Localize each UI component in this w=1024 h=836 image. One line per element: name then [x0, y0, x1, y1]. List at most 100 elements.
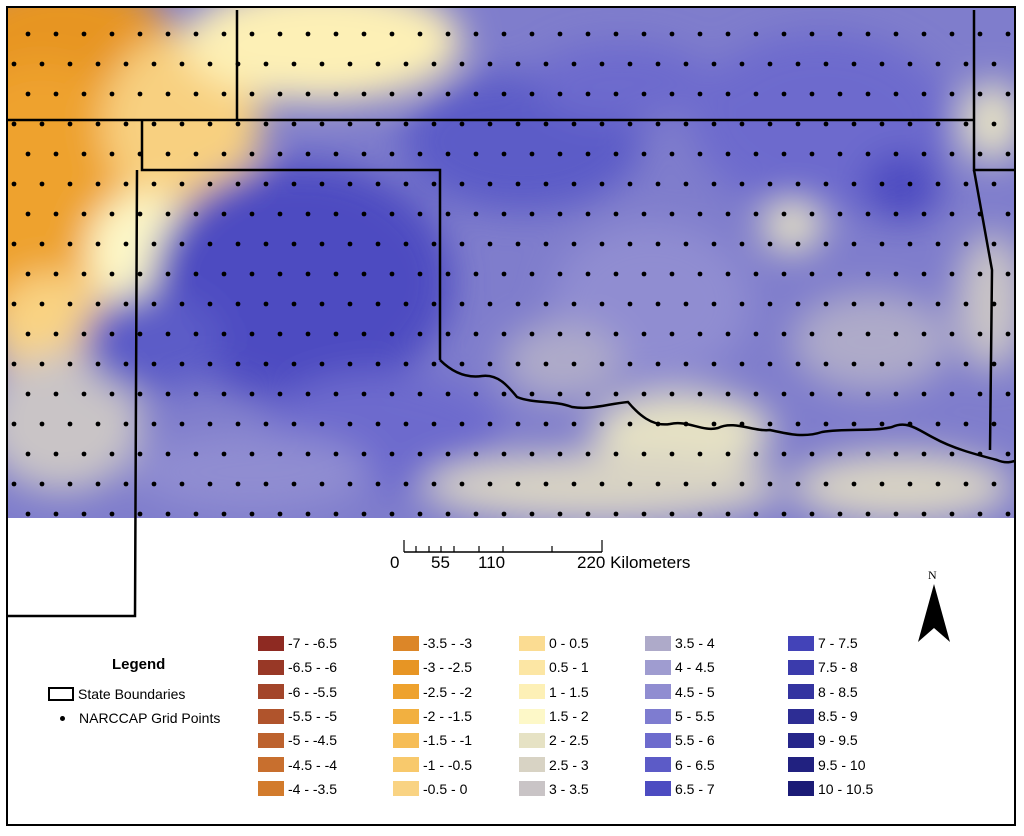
grid-point — [501, 391, 507, 397]
grid-point — [879, 121, 885, 127]
class-item: 8 - 8.5 — [788, 680, 873, 704]
class-label: 1 - 1.5 — [549, 683, 589, 700]
class-swatch — [519, 635, 545, 651]
grid-point — [557, 31, 563, 37]
grid-point — [151, 181, 157, 187]
grid-point — [235, 421, 241, 427]
grid-point — [249, 151, 255, 157]
grid-point — [697, 451, 703, 457]
grid-point — [837, 331, 843, 337]
grid-point — [459, 181, 465, 187]
grid-point — [767, 361, 773, 367]
grid-point — [599, 181, 605, 187]
class-label: -4 - -3.5 — [288, 780, 338, 797]
class-item: 9 - 9.5 — [788, 728, 873, 752]
grid-point — [11, 121, 17, 127]
grid-point — [123, 121, 129, 127]
class-swatch — [788, 684, 814, 700]
grid-point — [655, 481, 661, 487]
grid-point — [767, 481, 773, 487]
grid-point — [991, 121, 997, 127]
grid-point — [67, 241, 73, 247]
grid-point — [501, 31, 507, 37]
grid-point — [431, 421, 437, 427]
class-swatch — [645, 659, 671, 675]
grid-point — [291, 421, 297, 427]
grid-point — [963, 241, 969, 247]
grid-point — [305, 31, 311, 37]
grid-point — [711, 361, 717, 367]
grid-point — [585, 391, 591, 397]
grid-point — [935, 241, 941, 247]
grid-point — [39, 361, 45, 367]
class-item: -6 - -5.5 — [258, 680, 337, 704]
grid-point — [291, 361, 297, 367]
grid-point — [501, 151, 507, 157]
grid-point — [39, 61, 45, 67]
grid-point — [445, 211, 451, 217]
class-label: 9 - 9.5 — [818, 732, 858, 749]
grid-point — [487, 421, 493, 427]
grid-point — [613, 271, 619, 277]
class-swatch — [393, 684, 419, 700]
grid-point — [389, 511, 395, 517]
grid-point — [193, 151, 199, 157]
grid-point — [151, 481, 157, 487]
grid-point — [963, 181, 969, 187]
grid-point — [893, 91, 899, 97]
grid-point — [445, 331, 451, 337]
grid-point — [907, 481, 913, 487]
class-swatch — [519, 684, 545, 700]
grid-point — [893, 391, 899, 397]
grid-point — [123, 61, 129, 67]
grid-point — [109, 451, 115, 457]
grid-point — [893, 211, 899, 217]
grid-point — [263, 121, 269, 127]
grid-point — [1005, 31, 1011, 37]
grid-point — [319, 181, 325, 187]
grid-point — [907, 361, 913, 367]
grid-point — [795, 61, 801, 67]
grid-point — [165, 211, 171, 217]
grid-point — [375, 241, 381, 247]
grid-point — [473, 91, 479, 97]
grid-point — [865, 331, 871, 337]
grid-point — [165, 331, 171, 337]
grid-point — [53, 511, 59, 517]
grid-point — [795, 121, 801, 127]
class-swatch — [258, 708, 284, 724]
grid-point — [445, 451, 451, 457]
grid-point — [921, 31, 927, 37]
grid-point — [95, 121, 101, 127]
grid-point — [865, 391, 871, 397]
grid-point — [683, 241, 689, 247]
class-item: 0.5 - 1 — [519, 655, 589, 679]
grid-point — [277, 271, 283, 277]
grid-point — [893, 151, 899, 157]
grid-point — [669, 211, 675, 217]
grid-point — [417, 31, 423, 37]
class-item: -0.5 - 0 — [393, 777, 472, 801]
grid-point — [165, 511, 171, 517]
grid-point — [515, 121, 521, 127]
grid-point — [1005, 151, 1011, 157]
class-swatch — [645, 708, 671, 724]
grid-point — [11, 301, 17, 307]
class-swatch — [393, 781, 419, 797]
grid-point — [641, 211, 647, 217]
grid-point — [599, 301, 605, 307]
grid-point-swatch — [60, 715, 65, 721]
grid-point — [879, 61, 885, 67]
grid-point — [39, 301, 45, 307]
grid-point — [445, 31, 451, 37]
grid-point — [165, 151, 171, 157]
grid-point — [1005, 451, 1011, 457]
grid-point — [67, 481, 73, 487]
class-label: 4 - 4.5 — [675, 659, 715, 676]
class-swatch — [393, 732, 419, 748]
grid-point — [627, 301, 633, 307]
grid-point — [277, 331, 283, 337]
grid-point — [263, 301, 269, 307]
grid-point — [305, 91, 311, 97]
grid-points-label: NARCCAP Grid Points — [79, 710, 221, 726]
